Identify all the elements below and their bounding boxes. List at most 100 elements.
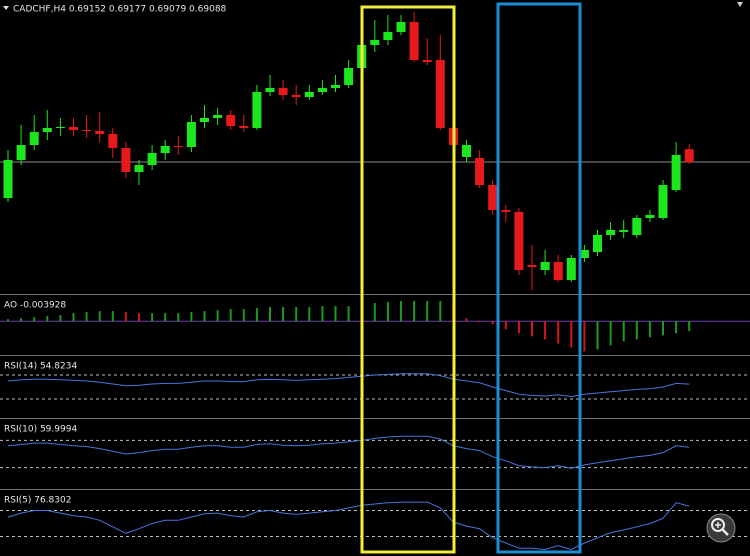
zoom-handle bbox=[721, 528, 729, 536]
menu-triangle[interactable] bbox=[3, 6, 9, 10]
candle-body bbox=[435, 60, 445, 128]
candle-body bbox=[593, 235, 602, 252]
candle-body bbox=[317, 88, 327, 92]
candle-body bbox=[684, 149, 694, 162]
candle-body bbox=[55, 127, 65, 128]
ao-bar bbox=[151, 313, 154, 322]
candle-body bbox=[134, 165, 144, 172]
candle-body bbox=[514, 212, 524, 270]
ao-bar bbox=[570, 321, 573, 348]
ao-bar bbox=[439, 301, 442, 322]
candle-body bbox=[579, 250, 589, 258]
zoom-lens bbox=[711, 518, 725, 532]
candle-body bbox=[671, 155, 681, 190]
ao-bar bbox=[308, 307, 311, 322]
candle-body bbox=[265, 88, 275, 92]
plot-area bbox=[0, 12, 750, 551]
ao-bar bbox=[164, 313, 167, 322]
ao-bar bbox=[426, 301, 429, 322]
candle-body bbox=[632, 218, 642, 235]
ao-bar bbox=[124, 312, 127, 322]
candle-body bbox=[370, 40, 380, 45]
candle-body bbox=[108, 134, 118, 148]
candle-body bbox=[658, 185, 668, 218]
panel-title: CADCHF,H4 0.69152 0.69177 0.69079 0.6908… bbox=[13, 5, 227, 15]
ao-bar bbox=[688, 321, 691, 332]
ao-bar bbox=[635, 321, 638, 340]
candle-body bbox=[540, 262, 550, 270]
ao-bar bbox=[295, 307, 298, 322]
candle-body bbox=[527, 265, 537, 267]
candle-body bbox=[186, 122, 196, 147]
ao-bar bbox=[203, 311, 206, 322]
candle-body bbox=[226, 115, 236, 126]
ao-bar bbox=[517, 321, 520, 334]
ao-bar bbox=[282, 307, 285, 322]
ao-bar bbox=[544, 321, 547, 340]
candle-body bbox=[396, 22, 406, 32]
ao-bar bbox=[33, 317, 36, 322]
candle-body bbox=[239, 126, 249, 128]
ao-bar bbox=[98, 311, 101, 322]
zoom-bg bbox=[706, 513, 736, 543]
ao-bar bbox=[609, 321, 612, 346]
candle-body bbox=[566, 258, 576, 280]
candle-body bbox=[121, 148, 131, 172]
panel-title: RSI(10) 59.9994 bbox=[4, 425, 77, 435]
candle-body bbox=[278, 88, 288, 95]
panel-title: RSI(5) 76.8302 bbox=[4, 496, 71, 506]
candle-body bbox=[304, 92, 314, 97]
ao-bar bbox=[242, 309, 245, 322]
panel-title: AO -0.003928 bbox=[4, 301, 66, 311]
candle-body bbox=[331, 85, 340, 88]
candle-body bbox=[475, 158, 485, 185]
ao-bar bbox=[557, 321, 560, 344]
ao-bar bbox=[478, 321, 481, 323]
panel-title: RSI(14) 54.8234 bbox=[4, 362, 77, 372]
ao-bar bbox=[177, 313, 180, 322]
candle-body bbox=[82, 130, 92, 131]
candle-body bbox=[645, 215, 655, 218]
candle-body bbox=[383, 32, 393, 40]
zoom-button[interactable] bbox=[706, 513, 736, 543]
ao-bar bbox=[504, 321, 507, 330]
ao-bar bbox=[334, 306, 337, 322]
ao-bar bbox=[269, 307, 271, 322]
candle-body bbox=[409, 22, 419, 60]
ao-bar bbox=[465, 318, 468, 322]
highlight-box bbox=[360, 5, 456, 554]
ao-bar bbox=[347, 306, 350, 322]
candle-body bbox=[42, 128, 52, 132]
candle-body bbox=[606, 230, 616, 235]
ao-bar bbox=[255, 308, 258, 322]
ao-bar bbox=[59, 315, 62, 322]
candle-body bbox=[344, 68, 354, 85]
candle-body bbox=[173, 146, 183, 147]
rsi-line bbox=[7, 373, 690, 398]
ao-bar bbox=[400, 301, 402, 322]
ao-bar bbox=[373, 303, 376, 322]
highlight-box bbox=[496, 2, 582, 554]
ao-bar bbox=[216, 310, 219, 322]
ao-bar bbox=[531, 321, 533, 337]
rsi-line bbox=[7, 501, 690, 551]
candle-body bbox=[213, 115, 223, 118]
ao-bar bbox=[321, 306, 324, 322]
candle-body bbox=[291, 95, 301, 97]
ao-bar bbox=[46, 316, 49, 322]
ao-bar bbox=[662, 321, 664, 336]
ao-bar bbox=[138, 313, 140, 322]
ao-bar bbox=[111, 311, 114, 322]
candle-body bbox=[553, 262, 563, 280]
ao-bar bbox=[20, 318, 23, 322]
candle-body bbox=[619, 230, 629, 232]
ao-bar bbox=[583, 321, 586, 352]
ao-bar bbox=[7, 319, 9, 322]
ao-bar bbox=[190, 312, 193, 322]
candle-body bbox=[422, 60, 432, 62]
ao-bar bbox=[413, 301, 416, 322]
ao-bar bbox=[386, 302, 389, 322]
chart-control[interactable] bbox=[737, 2, 743, 7]
